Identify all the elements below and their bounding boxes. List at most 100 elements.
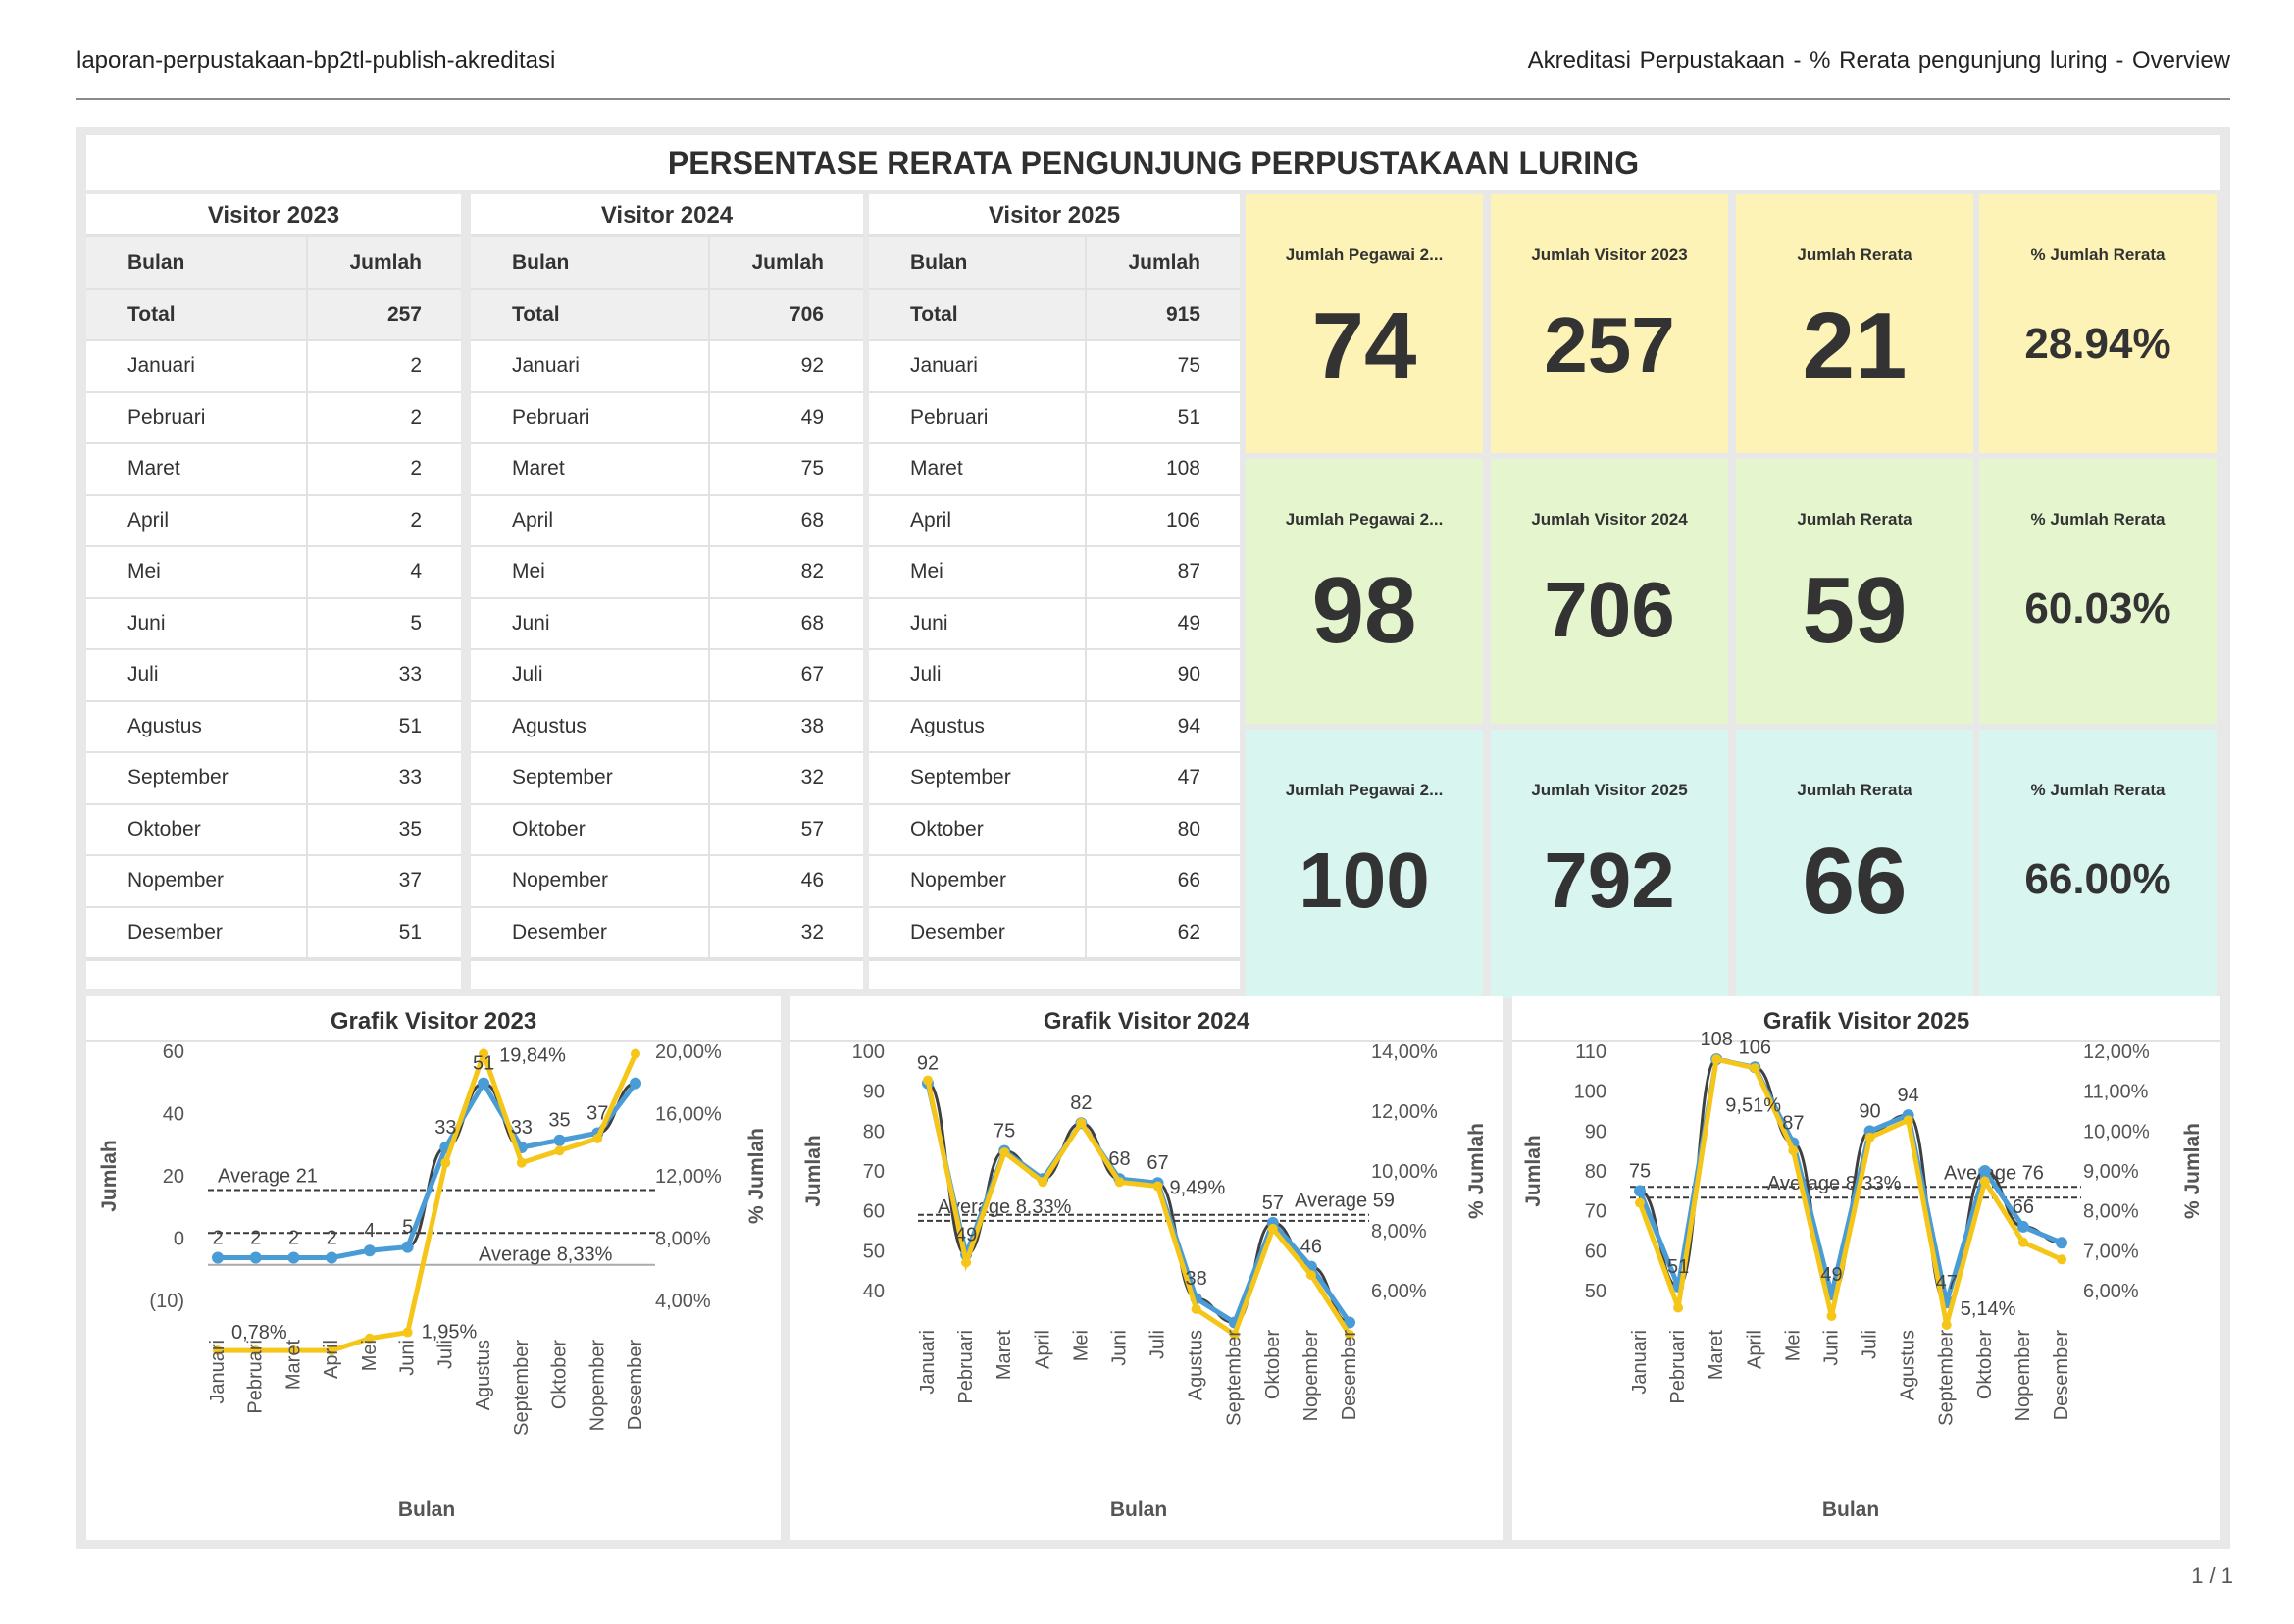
column-header-count[interactable]: Jumlah [306,237,461,290]
percent-point[interactable] [327,1345,337,1356]
percent-point[interactable] [1711,1054,1722,1065]
table-caption: Visitor 2023 [86,194,461,237]
average-visitors-label: Average 76 [1944,1162,2044,1184]
table-row: Nopember 46 [471,855,863,908]
kpi-value: 59 [1802,558,1908,663]
percent-point[interactable] [440,1157,451,1168]
percent-point[interactable] [1152,1181,1163,1192]
visitors-point[interactable] [287,1251,300,1264]
visitors-point[interactable] [1634,1185,1646,1197]
visitors-point[interactable] [401,1241,414,1253]
percent-point[interactable] [1826,1311,1837,1322]
percent-point[interactable] [1345,1329,1354,1340]
percent-point[interactable] [1750,1063,1760,1074]
y2-tick-label: 8,00% [655,1229,711,1250]
visitors-point[interactable] [2056,1237,2067,1249]
column-header-count[interactable]: Jumlah [708,237,863,290]
chart-svg: 110 100 90 80 70 60 50 12,00% 11,00% 10,00% 9,00% 8… [1512,1029,2220,1521]
percent-point[interactable] [631,1048,640,1059]
kpi-card: Jumlah Rerata 66 [1736,730,1973,998]
percent-point[interactable] [1191,1303,1201,1314]
percent-label: 0,78% [231,1322,287,1344]
visitors-point[interactable] [1978,1165,1991,1177]
column-header-count[interactable]: Jumlah [1085,237,1240,290]
percent-point[interactable] [1979,1176,1990,1187]
visitors-point[interactable] [1344,1316,1355,1329]
percent-point[interactable] [250,1345,261,1356]
count-cell: 4 [306,546,461,599]
percent-point[interactable] [1305,1270,1316,1281]
column-header-month[interactable]: Bulan [471,237,710,290]
percent-point[interactable] [1076,1117,1087,1128]
percent-point[interactable] [1229,1329,1240,1340]
visitors-point[interactable] [363,1244,376,1257]
y-axis-title: Jumlah [98,1140,121,1212]
data-label: 33 [511,1117,533,1139]
percent-point[interactable] [1903,1115,1913,1126]
percent-point[interactable] [999,1147,1010,1158]
table-row: Pebruari 49 [471,391,863,444]
percent-point[interactable] [1267,1223,1278,1234]
percent-point[interactable] [592,1133,603,1143]
x-tick-label: Januari [917,1330,939,1395]
percent-point[interactable] [923,1075,933,1086]
percent-point[interactable] [1941,1319,1952,1330]
count-cell: 57 [708,803,863,856]
y2-tick-label: 11,00% [2083,1082,2149,1103]
x-tick-label: Desember [2051,1330,2072,1421]
count-cell: 33 [306,752,461,805]
percent-point[interactable] [402,1327,413,1338]
data-label: 2 [212,1227,223,1248]
visitors-point[interactable] [2016,1220,2029,1233]
percent-point[interactable] [479,1048,489,1059]
table-row: Oktober 57 [471,803,863,856]
kpi-label: Jumlah Rerata [1797,510,1912,529]
percent-point[interactable] [1038,1177,1048,1188]
visitors-point[interactable] [630,1077,641,1090]
y-tick-label: 50 [863,1241,885,1262]
percent-point[interactable] [1673,1302,1684,1313]
percent-point[interactable] [288,1345,299,1356]
table-row: Mei 82 [471,546,863,599]
table-row: Oktober 35 [86,803,461,856]
table-row: Januari 75 [869,340,1240,393]
column-header-month[interactable]: Bulan [869,237,1087,290]
month-cell: September [86,752,308,805]
data-label: 82 [1070,1092,1092,1114]
month-cell: Maret [86,443,308,496]
month-cell: Juni [86,597,308,650]
table-row: Desember 62 [869,906,1240,959]
percent-point[interactable] [2017,1237,2028,1247]
y-tick-label: 40 [163,1104,184,1126]
kpi-label: Jumlah Visitor 2023 [1531,245,1688,264]
x-tick-label: Nopember [1300,1330,1322,1422]
visitors-point[interactable] [212,1251,224,1264]
percent-point[interactable] [1635,1197,1645,1208]
table-row: Agustus 51 [86,700,461,753]
column-header-month[interactable]: Bulan [86,237,308,290]
visitor-table: Bulan Jumlah Total 257 Januari 2 Pebruari 2 Mare… [86,237,461,959]
visitors-point[interactable] [478,1077,490,1090]
percent-point[interactable] [213,1345,223,1356]
y-tick-label: 70 [863,1161,885,1183]
percent-point[interactable] [1864,1132,1875,1142]
percent-point[interactable] [2057,1254,2066,1265]
visitors-point[interactable] [326,1251,338,1264]
percent-point[interactable] [364,1333,375,1344]
percent-point[interactable] [961,1257,972,1268]
data-label: 5 [402,1217,413,1239]
table-row: April 106 [869,494,1240,547]
total-label: Total [869,288,1087,341]
visitors-point[interactable] [553,1134,566,1146]
visitors-point[interactable] [249,1251,262,1264]
percent-point[interactable] [516,1157,527,1168]
percent-point[interactable] [554,1145,565,1156]
count-cell: 94 [1085,700,1240,753]
count-cell: 68 [708,597,863,650]
percent-point[interactable] [1788,1145,1799,1156]
y-tick-label: 60 [163,1041,184,1063]
table-total-row: Total 257 [86,288,461,341]
table-caption: Visitor 2024 [471,194,863,237]
y-tick-label: 40 [863,1281,885,1302]
percent-point[interactable] [1114,1177,1125,1188]
